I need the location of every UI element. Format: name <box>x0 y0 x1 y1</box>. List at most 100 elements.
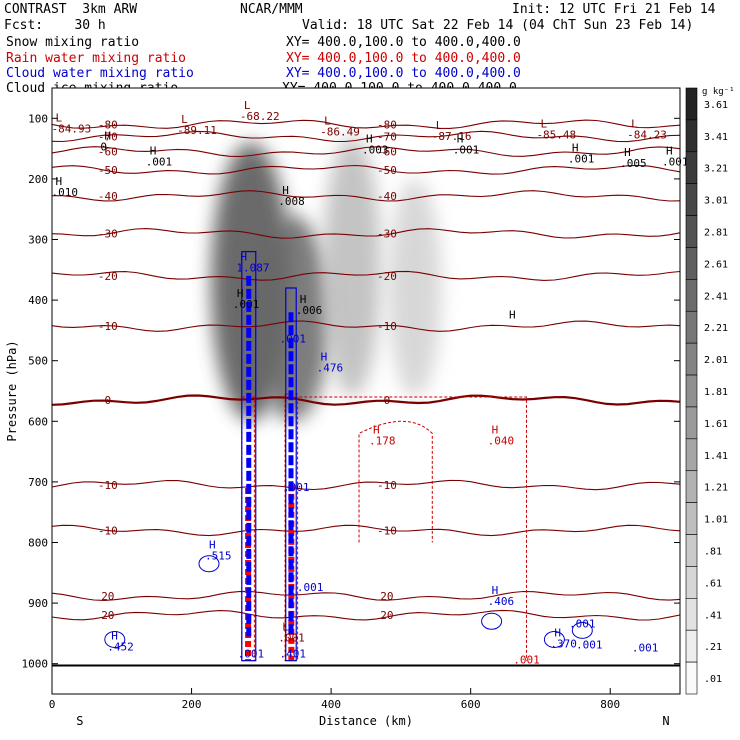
x-tick-label-2: 400 <box>321 698 341 711</box>
extremum-value-23: .515 <box>205 550 232 563</box>
extremum-value-15: .008 <box>278 195 305 208</box>
colorbar-label-8: 1.61 <box>704 419 728 430</box>
isotherm-label-7-0: -10 <box>98 320 118 333</box>
colorbar-label-13: 2.61 <box>704 259 728 270</box>
extremum-marker-27: L <box>282 620 289 633</box>
extremum-value-25: .452 <box>107 640 134 653</box>
colorbar-label-4: .81 <box>704 546 722 557</box>
isotherm-line-3 <box>51 164 681 175</box>
contour-value-label-0: .001 <box>238 648 265 661</box>
extremum-marker-15: H <box>282 184 289 197</box>
extremum-value-4: -87.16 <box>432 130 472 143</box>
extremum-marker-4: L <box>436 119 443 132</box>
extremum-marker-3: L <box>324 114 331 127</box>
extremum-value-9: .003 <box>362 144 389 157</box>
isotherm-line-11 <box>51 590 681 601</box>
cloud-contour-0 <box>198 555 220 573</box>
isotherm-line-9 <box>51 479 681 491</box>
isotherm-label-6-1: -20 <box>377 270 397 283</box>
extremum-value-2: -89.11 <box>177 124 217 137</box>
south-end-label: S <box>76 714 83 728</box>
colorbar-label-11: 2.21 <box>704 323 728 334</box>
extremum-marker-10: H <box>457 133 464 146</box>
isotherm-label-10-1: -10 <box>377 524 397 537</box>
field-xy-snow: XY= 400.0,100.0 to 400.0,400.0 <box>286 35 521 50</box>
isotherm-label-12-0: 20 <box>101 609 114 622</box>
extremum-value-10: .001 <box>453 144 480 157</box>
plot-frame <box>51 87 681 695</box>
isotherm-label-0-1: -80 <box>377 118 397 131</box>
colorbar-label-10: 2.01 <box>704 355 728 366</box>
extremum-marker-0: L <box>55 111 62 124</box>
extremum-marker-2: L <box>181 113 188 126</box>
extremum-marker-25: H <box>111 629 118 642</box>
model-title: CONTRAST 3km ARW <box>4 2 138 17</box>
cloud-column-outline-1 <box>285 287 297 662</box>
cloud-column-outline-0 <box>241 251 257 662</box>
colorbar-cell-6 <box>685 279 698 312</box>
forecast-hour: Fcst: 30 h <box>4 18 106 33</box>
extremum-marker-9: H <box>366 133 373 146</box>
extremum-marker-17: H <box>237 287 244 300</box>
colorbar-label-18: 3.61 <box>704 100 728 111</box>
extremum-marker-21: H <box>373 423 380 436</box>
isotherm-label-6-0: -20 <box>98 270 118 283</box>
extremum-marker-14: H <box>55 175 62 188</box>
isotherm-line-8 <box>51 394 681 406</box>
colorbar-cell-12 <box>685 470 698 503</box>
extremum-marker-18: H <box>300 293 307 306</box>
isotherm-label-8-1: 0 <box>384 394 391 407</box>
extremum-marker-6: L <box>631 117 638 130</box>
y-tick-label-3: 400 <box>28 294 48 307</box>
extremum-value-21: .178 <box>369 434 396 447</box>
extremum-value-3: -86.49 <box>320 125 360 138</box>
isotherm-line-12 <box>51 609 681 621</box>
x-tick-label-3: 600 <box>461 698 481 711</box>
colorbar-label-9: 1.81 <box>704 387 728 398</box>
colorbar-label-14: 2.81 <box>704 228 728 239</box>
x-tick-label-1: 200 <box>182 698 202 711</box>
extremum-marker-16: H <box>240 251 247 264</box>
y-tick-label-4: 500 <box>28 355 48 368</box>
extremum-value-27: .001 <box>278 631 305 644</box>
extremum-value-13: .001 <box>662 156 689 169</box>
extremum-value-16: 1.087 <box>236 262 269 275</box>
isotherm-label-2-1: -60 <box>377 146 397 159</box>
isotherm-line-4 <box>52 190 681 202</box>
isotherm-label-3-1: -50 <box>377 164 397 177</box>
extremum-marker-13: H <box>666 145 673 158</box>
extremum-marker-7: H <box>104 130 111 143</box>
field-name-snow: Snow mixing ratio <box>6 35 140 50</box>
y-tick-label-7: 800 <box>28 537 48 550</box>
y-tick-label-6: 700 <box>28 476 48 489</box>
init-time: Init: 12 UTC Fri 21 Feb 14 <box>512 2 716 17</box>
isotherm-label-1-1: -70 <box>377 130 397 143</box>
colorbar-label-5: 1.01 <box>704 515 728 526</box>
colorbar-label-0: .01 <box>704 674 722 685</box>
y-tick-label-8: 900 <box>28 597 48 610</box>
colorbar-label-16: 3.21 <box>704 164 728 175</box>
extremum-value-19: .476 <box>317 362 344 375</box>
colorbar-cell-11 <box>685 438 698 472</box>
colorbar-label-6: 1.21 <box>704 483 728 494</box>
extremum-value-24: .406 <box>488 595 514 608</box>
isotherm-label-12-1: 20 <box>380 609 393 622</box>
colorbar-cell-0 <box>685 87 698 121</box>
rain-region-outline <box>289 396 527 661</box>
x-tick-label-0: 0 <box>49 698 56 711</box>
extremum-marker-19: H <box>321 351 328 364</box>
contour-value-label-2: .001 <box>283 481 310 494</box>
extremum-value-22: .040 <box>488 434 514 447</box>
colorbar-cell-13 <box>685 502 698 535</box>
contour-value-label-1: .401 <box>279 648 306 661</box>
colorbar-label-3: .61 <box>704 578 722 589</box>
extremum-marker-24: H <box>492 584 499 597</box>
extremum-value-8: .001 <box>146 156 173 169</box>
colorbar-cell-14 <box>685 534 698 567</box>
colorbar-cell-15 <box>685 566 698 599</box>
colorbar-label-7: 1.41 <box>704 451 728 462</box>
isotherm-label-4-0: -40 <box>98 190 118 203</box>
isotherm-line-1 <box>51 130 681 143</box>
isotherm-line-7 <box>51 320 681 332</box>
isotherm-line-2 <box>51 146 681 158</box>
